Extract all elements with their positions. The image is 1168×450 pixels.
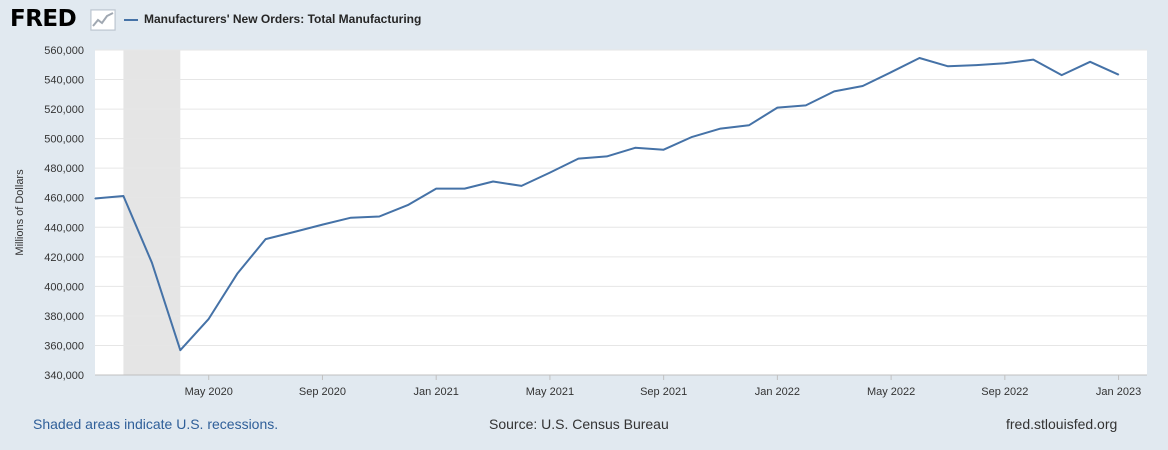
site-link[interactable]: fred.stlouisfed.org <box>1006 416 1118 432</box>
data-point <box>264 238 267 240</box>
x-tick-label: May 2022 <box>867 386 915 398</box>
data-point <box>520 185 523 187</box>
data-point <box>862 85 864 87</box>
y-tick-label: 560,000 <box>44 45 84 57</box>
data-point <box>975 64 978 66</box>
data-point <box>890 71 892 73</box>
y-tick-label: 540,000 <box>44 75 84 87</box>
data-point <box>492 180 494 183</box>
data-point <box>94 197 96 200</box>
chart-header: FRED Manufacturers' New Orders: Total Ma… <box>0 0 1168 40</box>
data-point <box>350 217 352 219</box>
data-point <box>407 204 409 206</box>
x-tick-label: May 2020 <box>185 386 233 398</box>
data-point <box>179 349 181 351</box>
fred-graph-icon <box>90 9 116 31</box>
data-point <box>663 149 665 151</box>
data-point <box>208 318 210 320</box>
y-tick-label: 480,000 <box>44 163 84 175</box>
data-point <box>1117 74 1120 76</box>
data-point <box>1089 61 1091 63</box>
data-point <box>321 224 324 226</box>
data-point <box>122 195 125 197</box>
data-point <box>776 107 778 109</box>
recession-note: Shaded areas indicate U.S. recessions. <box>33 416 279 432</box>
data-point <box>549 172 551 174</box>
data-point <box>378 215 380 218</box>
x-tick-label: Sep 2020 <box>299 386 346 398</box>
data-point <box>719 127 722 130</box>
data-point <box>947 65 949 67</box>
data-point <box>833 90 835 92</box>
plot-area <box>95 50 1147 375</box>
y-tick-label: 400,000 <box>44 281 84 293</box>
x-tick-label: Sep 2022 <box>981 386 1028 398</box>
x-tick-label: May 2021 <box>526 386 574 398</box>
data-point <box>464 187 466 190</box>
y-tick-label: 380,000 <box>44 311 84 323</box>
y-tick-label: 420,000 <box>44 252 84 264</box>
series-title: Manufacturers' New Orders: Total Manufac… <box>144 12 422 26</box>
y-tick-label: 520,000 <box>44 104 84 116</box>
x-tick-label: Jan 2021 <box>414 386 459 398</box>
x-tick-label: Jan 2022 <box>755 386 800 398</box>
y-tick-label: 340,000 <box>44 370 84 382</box>
y-tick-label: 360,000 <box>44 340 84 352</box>
data-point <box>435 187 437 190</box>
data-point <box>805 104 807 106</box>
data-point <box>236 273 238 275</box>
data-point <box>293 231 295 233</box>
y-tick-label: 500,000 <box>44 134 84 146</box>
data-point <box>691 136 693 138</box>
x-tick-label: Sep 2021 <box>640 386 687 398</box>
data-point <box>606 155 608 157</box>
y-tick-label: 460,000 <box>44 193 84 205</box>
data-point <box>577 157 579 160</box>
y-axis-label: Millions of Dollars <box>14 169 26 256</box>
data-point <box>634 147 636 149</box>
y-tick-label: 440,000 <box>44 222 84 234</box>
data-point <box>1004 62 1006 64</box>
data-point <box>1061 74 1063 76</box>
line-chart: 340,000 360,000 380,000 400,000 420,000 440,0… <box>14 45 1147 398</box>
legend-swatch <box>124 19 138 21</box>
fred-logo[interactable]: FRED <box>10 6 77 32</box>
x-tick-label: Jan 2023 <box>1096 386 1141 398</box>
source-note: Source: U.S. Census Bureau <box>489 416 669 432</box>
data-point <box>1032 59 1034 61</box>
data-point <box>918 57 921 59</box>
data-point <box>748 124 750 126</box>
data-point <box>151 262 153 264</box>
